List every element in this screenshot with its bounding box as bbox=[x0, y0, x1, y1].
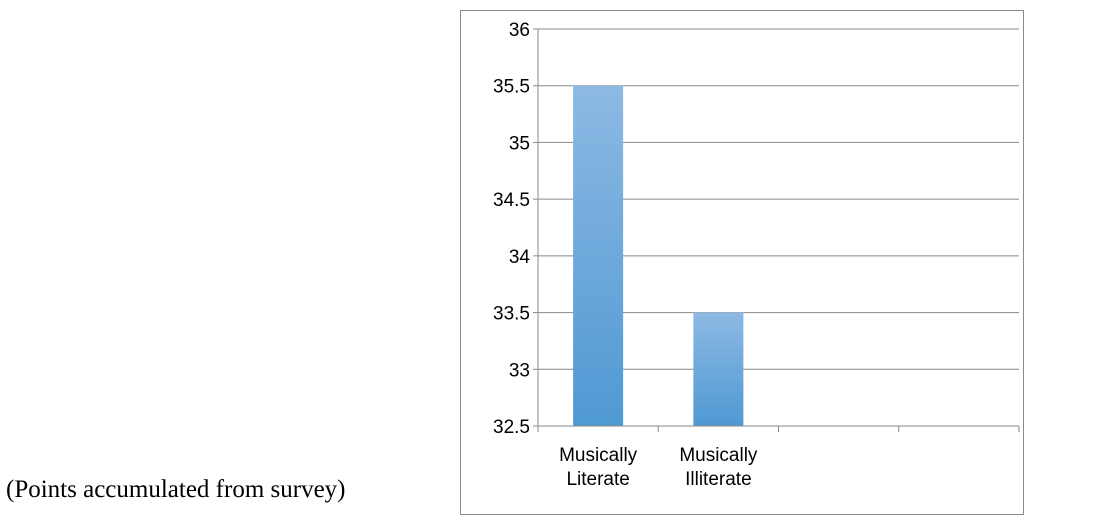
y-tick-label: 35.5 bbox=[493, 77, 530, 98]
bar bbox=[693, 312, 744, 426]
labels: 32.5 33 33.5 34 34.5 35 35.5 36 Musically Literat… bbox=[493, 20, 758, 490]
bar bbox=[573, 85, 624, 426]
axes bbox=[533, 28, 1020, 432]
x-category-label: Musically bbox=[559, 445, 638, 466]
x-category-label: Musically bbox=[679, 445, 758, 466]
bars bbox=[573, 85, 744, 426]
y-tick-label: 32.5 bbox=[493, 417, 530, 438]
y-tick-label: 33 bbox=[509, 360, 530, 381]
chart-caption: (Points accumulated from survey) bbox=[6, 476, 346, 503]
y-tick-label: 34.5 bbox=[493, 190, 530, 211]
y-tick-label: 35 bbox=[509, 133, 530, 154]
x-category-label: Illiterate bbox=[685, 469, 752, 490]
y-tick-label: 33.5 bbox=[493, 304, 530, 325]
chart-frame bbox=[460, 10, 1024, 515]
y-tick-label: 34 bbox=[509, 247, 531, 268]
x-category-label: Literate bbox=[566, 469, 629, 490]
y-tick-label: 36 bbox=[509, 20, 530, 41]
